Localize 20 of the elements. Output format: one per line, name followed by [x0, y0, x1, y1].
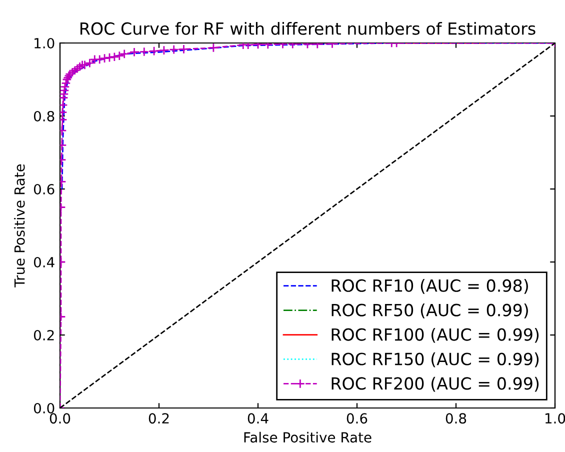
x-tick-label: 0.0	[50, 413, 70, 424]
y-tick-label: 0.2	[34, 330, 54, 340]
chart-title: ROC Curve for RF with different numbers of Estimators	[80, 22, 536, 35]
x-tick-label: 0.4	[248, 413, 268, 424]
legend-label: ROC RF100 (AUC = 0.99)	[332, 328, 539, 343]
y-tick-label: 0.6	[34, 184, 54, 194]
x-axis-title: False Positive Rate	[244, 432, 372, 443]
y-axis-title: True Positive Rate	[14, 164, 25, 288]
legend-label: ROC RF10 (AUC = 0.98)	[332, 279, 528, 294]
y-tick-label: 0.8	[34, 110, 54, 122]
x-tick-label: 0.8	[446, 413, 466, 424]
x-tick-label: 0.2	[148, 413, 169, 424]
y-tick-label: 1.0	[34, 38, 54, 48]
x-tick-label: 0.6	[346, 413, 368, 424]
legend-label: ROC RF50 (AUC = 0.99)	[332, 303, 528, 318]
y-tick-label: 0.4	[34, 256, 54, 268]
y-tick-label: 0.0	[34, 402, 54, 414]
legend-label: ROC RF200 (AUC = 0.99)	[332, 376, 539, 392]
x-tick-label: 1.0	[545, 413, 565, 424]
legend-label: ROC RF150 (AUC = 0.99)	[332, 352, 539, 368]
